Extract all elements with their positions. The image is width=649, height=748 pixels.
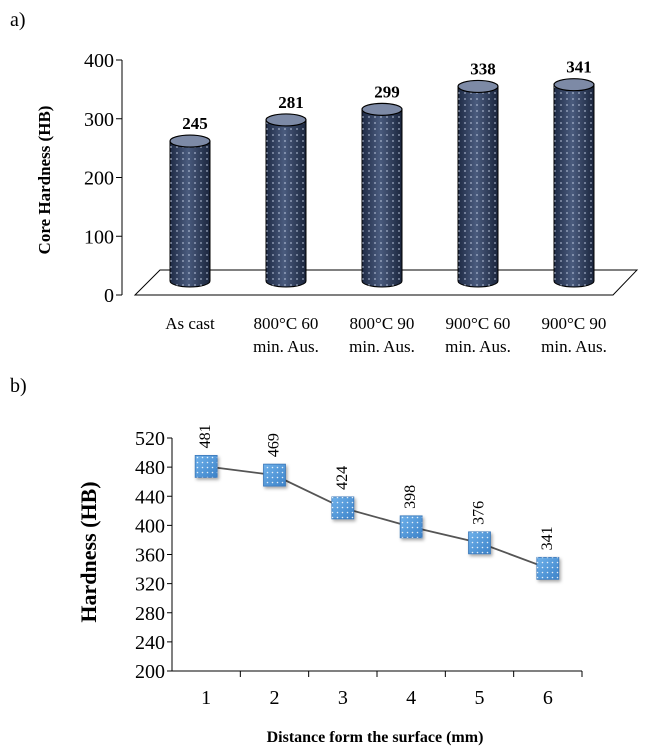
chart-b-value-label: 398 bbox=[402, 485, 419, 509]
chart-a-y-axis-label: Core Hardness (HB) bbox=[35, 106, 54, 255]
chart-a-y-tick-label: 100 bbox=[84, 226, 114, 248]
chart-a-y-tick-label: 300 bbox=[84, 109, 114, 131]
chart-a-bar bbox=[553, 78, 595, 288]
chart-a-bar-top bbox=[265, 113, 307, 127]
chart-b-value-label: 424 bbox=[334, 466, 351, 490]
chart-b-y-tick-label: 320 bbox=[135, 574, 165, 596]
chart-a-category-label: 800°C 60 bbox=[254, 314, 319, 333]
chart-a-bars: 245 281 299 338 341 bbox=[169, 58, 595, 288]
panel-b-label: b) bbox=[10, 375, 27, 397]
chart-a-category-labels: As cast 800°C 60 min. Aus. 800°C 90 min. Aus… bbox=[165, 314, 607, 356]
chart-b-series: 481 469 424 398 376 341 bbox=[194, 424, 560, 580]
chart-b-y-axis-label: Hardness (HB) bbox=[76, 481, 101, 622]
chart-a-value-label: 281 bbox=[278, 93, 304, 112]
chart-b-marker bbox=[194, 454, 218, 478]
chart-b-x-axis-label: Distance form the surface (mm) bbox=[267, 729, 484, 746]
chart-b-y-tick-label: 200 bbox=[135, 661, 165, 683]
chart-a-bar-top bbox=[361, 102, 403, 116]
chart-a-category-label: 900°C 90 bbox=[542, 314, 607, 333]
chart-b-value-label: 341 bbox=[539, 526, 556, 550]
chart-b-marker bbox=[331, 496, 355, 520]
chart-b-value-label: 469 bbox=[266, 433, 283, 457]
chart-b-hardness-profile: Hardness (HB) Distance form the surface … bbox=[76, 424, 583, 746]
chart-b-marker bbox=[536, 556, 560, 580]
chart-a-bar-top bbox=[169, 134, 211, 148]
chart-a-category-label: 800°C 90 bbox=[350, 314, 415, 333]
chart-a-value-label: 245 bbox=[182, 114, 208, 133]
chart-a-category-label: min. Aus. bbox=[541, 337, 607, 356]
chart-b-marker bbox=[399, 515, 423, 539]
chart-a-value-label: 341 bbox=[566, 58, 592, 77]
chart-b-x-tick-label: 4 bbox=[406, 687, 416, 709]
chart-b-y-ticks: 200 240 280 320 360 400 440 480 520 bbox=[135, 428, 172, 683]
chart-a-bar bbox=[169, 134, 211, 288]
chart-b-x-tick-label: 5 bbox=[475, 687, 485, 709]
chart-b-y-tick-label: 480 bbox=[135, 457, 165, 479]
chart-a-bar bbox=[265, 113, 307, 288]
chart-a-value-label: 338 bbox=[470, 59, 496, 78]
chart-b-value-label: 376 bbox=[471, 501, 488, 525]
chart-a-value-label: 299 bbox=[374, 82, 400, 101]
chart-b-marker bbox=[263, 463, 286, 487]
chart-a-bar-top bbox=[457, 79, 499, 94]
chart-b-y-tick-label: 520 bbox=[135, 428, 165, 450]
chart-b-x-ticks: 1 2 3 4 5 6 bbox=[201, 671, 583, 709]
chart-a-y-tick-label: 400 bbox=[84, 50, 114, 72]
chart-b-x-tick-label: 3 bbox=[338, 687, 348, 709]
chart-b-x-tick-label: 2 bbox=[270, 687, 280, 709]
chart-b-axes bbox=[171, 438, 582, 672]
chart-a-category-label: min. Aus. bbox=[253, 337, 319, 356]
chart-b-y-tick-label: 440 bbox=[135, 486, 165, 508]
chart-a-y-ticks: 0 100 200 300 400 bbox=[84, 50, 122, 307]
chart-b-y-tick-label: 360 bbox=[135, 545, 165, 567]
chart-a-y-tick-label: 0 bbox=[104, 285, 114, 307]
panel-a-label: a) bbox=[10, 9, 26, 31]
chart-b-y-tick-label: 280 bbox=[135, 603, 165, 625]
chart-b-value-label: 481 bbox=[197, 424, 214, 448]
chart-b-x-tick-label: 1 bbox=[201, 687, 211, 709]
chart-b-y-tick-label: 400 bbox=[135, 515, 165, 537]
chart-a-category-label: min. Aus. bbox=[445, 337, 511, 356]
chart-a-y-tick-label: 200 bbox=[84, 168, 114, 190]
chart-b-marker bbox=[468, 531, 491, 555]
chart-b-y-tick-label: 240 bbox=[135, 632, 165, 654]
chart-a-category-label: As cast bbox=[165, 314, 215, 333]
chart-a-bar bbox=[457, 79, 499, 288]
chart-a-bar bbox=[361, 102, 403, 288]
chart-a-category-label: min. Aus. bbox=[349, 337, 415, 356]
chart-a-bar-top bbox=[553, 78, 595, 92]
chart-b-series-line bbox=[206, 465, 549, 570]
chart-a-category-label: 900°C 60 bbox=[446, 314, 511, 333]
chart-b-x-tick-label: 6 bbox=[543, 687, 553, 709]
